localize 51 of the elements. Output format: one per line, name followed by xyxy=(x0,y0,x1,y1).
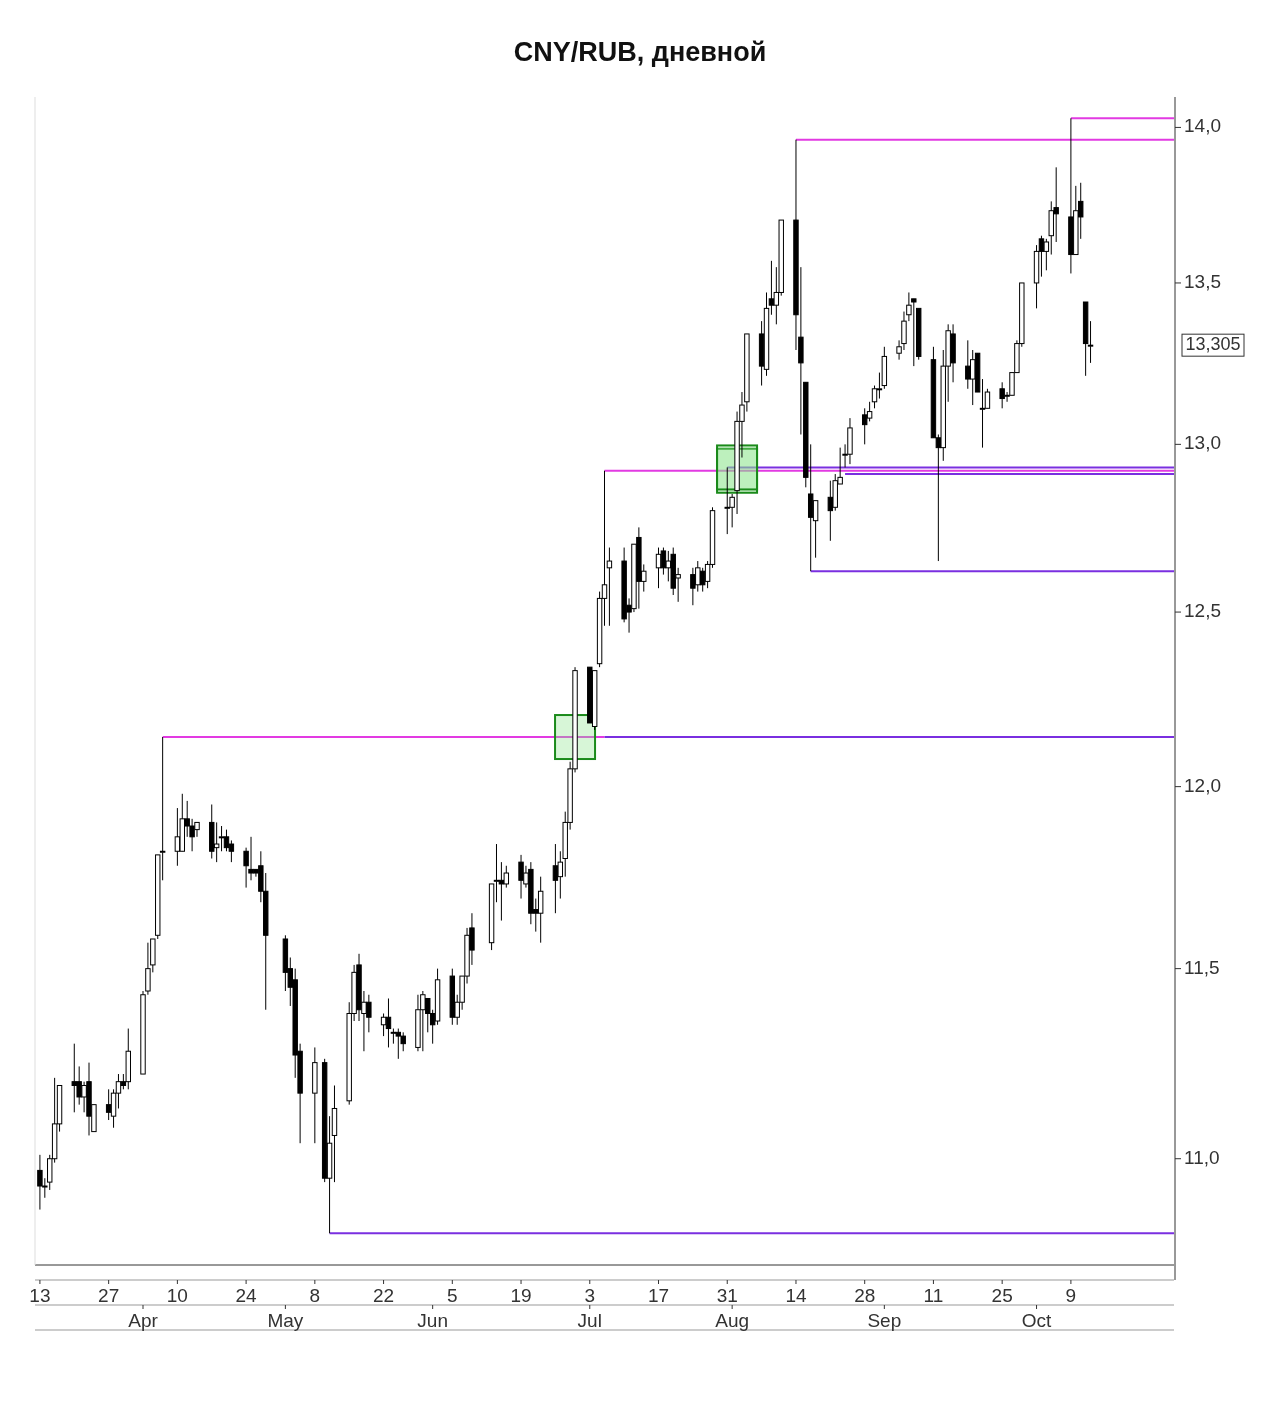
x-tick-label: 9 xyxy=(1065,1285,1077,1306)
candlestick xyxy=(395,1028,402,1060)
candlestick xyxy=(493,843,500,903)
candlestick xyxy=(1087,320,1094,364)
y-tick-label: 11,0 xyxy=(1184,1146,1220,1168)
y-tick-label: 13,5 xyxy=(1184,270,1221,292)
candlestick xyxy=(984,388,991,409)
x-tick-label: 10 xyxy=(166,1285,188,1306)
x2-tick-label: Sep xyxy=(867,1310,902,1331)
x-tick-label: 13 xyxy=(29,1285,51,1306)
x-tick-label: 8 xyxy=(309,1285,321,1306)
x-tick-label: 24 xyxy=(235,1285,258,1306)
candlestick xyxy=(871,385,878,409)
x2-tick-label: Aug xyxy=(715,1310,750,1331)
x2-tick-label: May xyxy=(267,1310,304,1331)
candlestick xyxy=(1043,238,1050,271)
y-tick-label: 13,0 xyxy=(1184,432,1221,454)
text: 13,305 xyxy=(1185,333,1241,354)
candlestick xyxy=(518,854,524,900)
x2-tick-label: Apr xyxy=(128,1310,159,1331)
x-tick-label: 19 xyxy=(510,1285,532,1306)
y-tick-label: 12,0 xyxy=(1184,774,1221,796)
x2-tick-label: Jun xyxy=(417,1310,448,1331)
candlestick xyxy=(213,821,220,863)
x-tick-label: 28 xyxy=(854,1285,876,1306)
y-tick-label: 12,5 xyxy=(1184,600,1221,622)
x-tick-label: 17 xyxy=(647,1285,670,1306)
x-tick-label: 25 xyxy=(991,1285,1013,1306)
candlestick xyxy=(105,1088,112,1121)
candlestick xyxy=(965,339,971,390)
candlestick xyxy=(827,480,834,542)
x2-tick-label: Jul xyxy=(577,1310,602,1331)
y-tick-label: 11,5 xyxy=(1184,956,1220,978)
x-tick-label: 27 xyxy=(98,1285,120,1306)
y-tick-label: 14,0 xyxy=(1184,115,1221,137)
x-tick-label: 3 xyxy=(584,1285,596,1306)
x-tick-label: 14 xyxy=(785,1285,807,1306)
x2-tick-label: Oct xyxy=(1021,1310,1053,1331)
x-tick-label: 11 xyxy=(923,1285,944,1306)
x-tick-label: 5 xyxy=(447,1285,458,1306)
candlestick xyxy=(606,547,613,627)
candlestick xyxy=(228,839,235,863)
candlestick xyxy=(218,825,225,852)
candlestick xyxy=(979,378,986,449)
candlestick xyxy=(537,876,544,944)
candlestick xyxy=(223,829,230,852)
candlestick xyxy=(866,401,873,422)
x-tick-label: 31 xyxy=(716,1285,738,1306)
chart-title: CNY/RUB, дневной xyxy=(513,37,767,67)
candlestick xyxy=(655,547,662,589)
x-tick-label: 22 xyxy=(373,1285,395,1306)
